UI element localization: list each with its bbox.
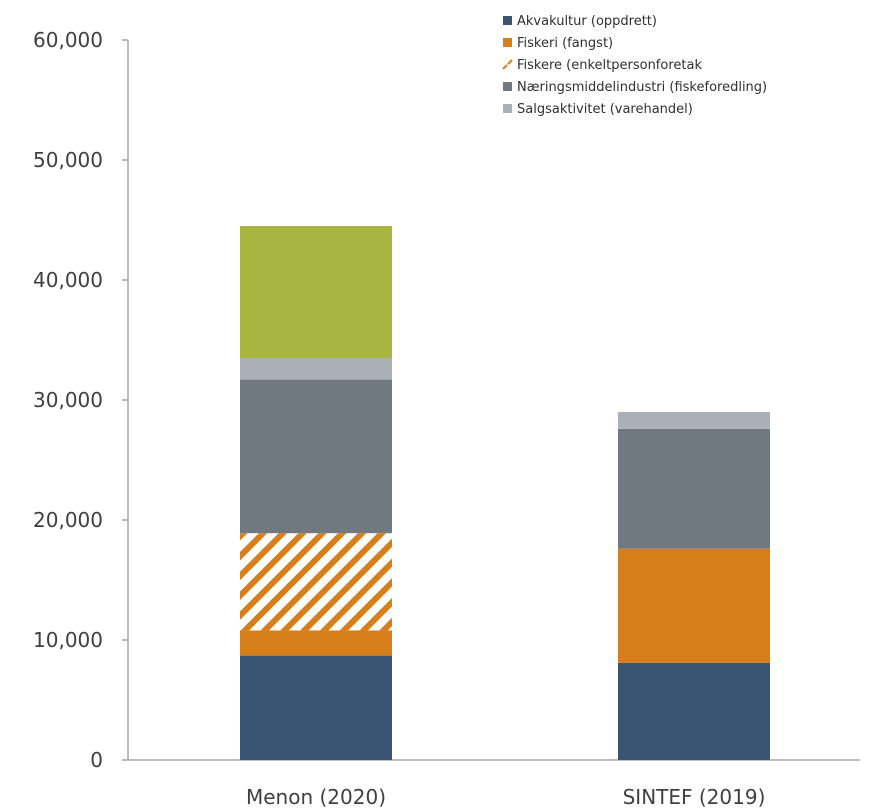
y-tick-label: 10,000 [33,628,103,652]
legend-swatch-akva [503,16,512,25]
bars [240,226,770,760]
y-tick-label: 0 [90,748,103,772]
bar-segment-other-menon [240,226,392,358]
category-labels: Menon (2020) SINTEF (2019) [246,785,765,809]
bar-segment-salg-sintef [618,412,770,429]
y-tick-label: 30,000 [33,388,103,412]
y-tick-label: 20,000 [33,508,103,532]
bar-segment-salg-menon [240,358,392,380]
bar-segment-fisk-menon [240,630,392,656]
legend-swatch-hatch [502,59,513,70]
legend-label-fisk: Fiskeri (fangst) [517,36,613,51]
bar-segment-fiskere-menon [240,533,392,631]
legend-label-salg: Salgsaktivitet (varehandel) [517,102,693,117]
bar-segment-naering-sintef [618,428,770,549]
y-tick-label: 40,000 [33,268,103,292]
legend-label-naering: Næringsmiddelindustri (fiskeforedling) [517,80,767,95]
legend-swatch-naering [503,82,512,91]
y-tick-labels: 0 10,000 20,000 30,000 40,000 50,000 60,000 [33,28,128,772]
bar-segment-naering-menon [240,379,392,534]
bar-segment-akva-sintef [618,662,770,760]
legend-label-fiskere: Fiskere (enkeltpersonforetak [517,58,702,73]
legend-swatch-salg [503,104,512,113]
legend: Akvakultur (oppdrett) Fiskeri (fangst) Fis… [502,14,767,117]
category-label: SINTEF (2019) [623,785,766,809]
legend-label-akva: Akvakultur (oppdrett) [517,14,657,29]
y-tick-label: 60,000 [33,28,103,52]
legend-swatch-fisk [503,38,512,47]
bar-segment-fisk-sintef [618,548,770,663]
category-label: Menon (2020) [246,785,386,809]
bar-segment-akva-menon [240,655,392,760]
y-tick-label: 50,000 [33,148,103,172]
